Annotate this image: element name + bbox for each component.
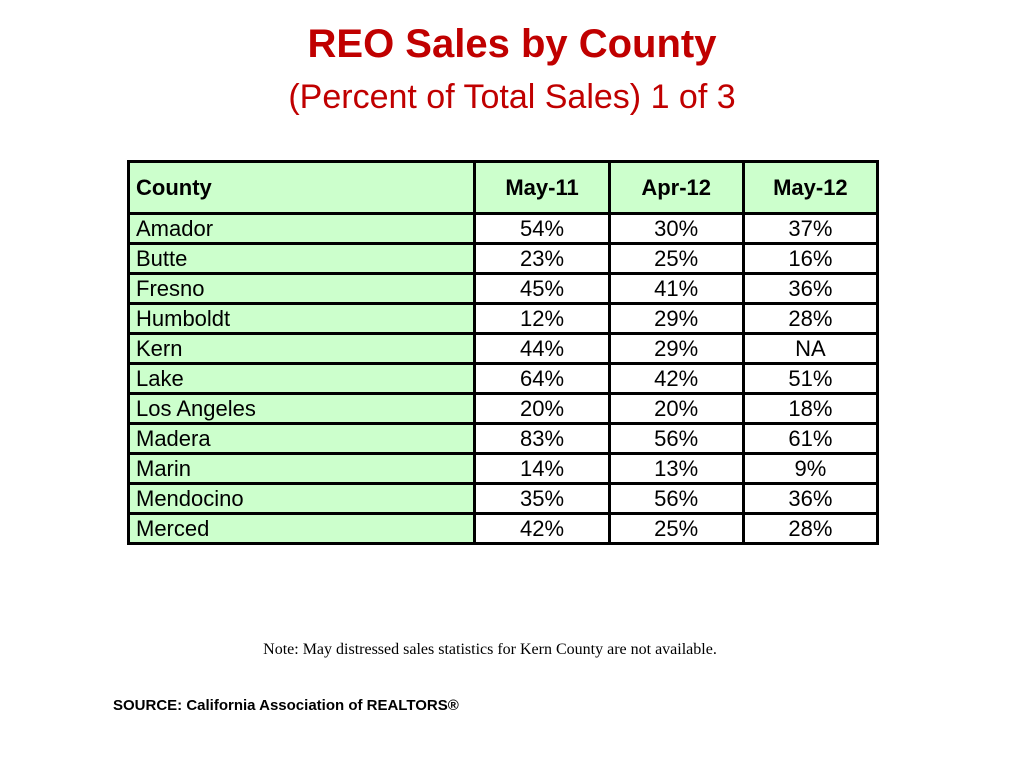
table-row: Marin 14% 13% 9% bbox=[126, 452, 880, 485]
may-12-cell: 51% bbox=[741, 362, 880, 395]
may-11-cell: 12% bbox=[473, 302, 611, 335]
table-row: Lake 64% 42% 51% bbox=[126, 362, 880, 395]
may-11-cell: 23% bbox=[473, 242, 611, 275]
may-11-cell: 20% bbox=[473, 392, 611, 425]
apr-12-cell: 13% bbox=[607, 452, 745, 485]
table-row: Los Angeles 20% 20% 18% bbox=[126, 392, 880, 425]
county-cell: Lake bbox=[126, 362, 477, 395]
reo-sales-table: County May-11 Apr-12 May-12 Amador 54% 3… bbox=[126, 160, 880, 545]
may-12-cell: 36% bbox=[741, 482, 880, 515]
table-row: Merced 42% 25% 28% bbox=[126, 512, 880, 545]
apr-12-cell: 29% bbox=[607, 302, 745, 335]
county-cell: Marin bbox=[126, 452, 477, 485]
may-11-cell: 45% bbox=[473, 272, 611, 305]
header-may-12: May-12 bbox=[741, 160, 880, 215]
county-cell: Fresno bbox=[126, 272, 477, 305]
county-cell: Madera bbox=[126, 422, 477, 455]
table-row: Kern 44% 29% NA bbox=[126, 332, 880, 365]
table-header-row: County May-11 Apr-12 May-12 bbox=[126, 160, 880, 215]
apr-12-cell: 30% bbox=[607, 212, 745, 245]
may-12-cell: 37% bbox=[741, 212, 880, 245]
may-11-cell: 83% bbox=[473, 422, 611, 455]
may-11-cell: 44% bbox=[473, 332, 611, 365]
may-11-cell: 42% bbox=[473, 512, 611, 545]
may-11-cell: 54% bbox=[473, 212, 611, 245]
apr-12-cell: 25% bbox=[607, 242, 745, 275]
apr-12-cell: 56% bbox=[607, 422, 745, 455]
footnote: Note: May distressed sales statistics fo… bbox=[263, 641, 717, 658]
header-apr-12: Apr-12 bbox=[607, 160, 745, 215]
county-cell: Humboldt bbox=[126, 302, 477, 335]
apr-12-cell: 20% bbox=[607, 392, 745, 425]
may-11-cell: 14% bbox=[473, 452, 611, 485]
apr-12-cell: 42% bbox=[607, 362, 745, 395]
may-12-cell: 36% bbox=[741, 272, 880, 305]
header-may-11: May-11 bbox=[473, 160, 611, 215]
may-12-cell: NA bbox=[741, 332, 880, 365]
table-row: Madera 83% 56% 61% bbox=[126, 422, 880, 455]
may-12-cell: 9% bbox=[741, 452, 880, 485]
header-county: County bbox=[126, 160, 477, 215]
may-12-cell: 28% bbox=[741, 512, 880, 545]
apr-12-cell: 56% bbox=[607, 482, 745, 515]
apr-12-cell: 29% bbox=[607, 332, 745, 365]
source-line: SOURCE: California Association of REALTO… bbox=[113, 697, 459, 714]
may-12-cell: 16% bbox=[741, 242, 880, 275]
apr-12-cell: 25% bbox=[607, 512, 745, 545]
table-row: Mendocino 35% 56% 36% bbox=[126, 482, 880, 515]
may-11-cell: 35% bbox=[473, 482, 611, 515]
may-12-cell: 61% bbox=[741, 422, 880, 455]
may-12-cell: 28% bbox=[741, 302, 880, 335]
apr-12-cell: 41% bbox=[607, 272, 745, 305]
table-row: Butte 23% 25% 16% bbox=[126, 242, 880, 275]
may-12-cell: 18% bbox=[741, 392, 880, 425]
county-cell: Butte bbox=[126, 242, 477, 275]
table-row: Humboldt 12% 29% 28% bbox=[126, 302, 880, 335]
county-cell: Kern bbox=[126, 332, 477, 365]
county-cell: Amador bbox=[126, 212, 477, 245]
table-row: Amador 54% 30% 37% bbox=[126, 212, 880, 245]
slide-title: REO Sales by County bbox=[307, 22, 717, 66]
county-cell: Los Angeles bbox=[126, 392, 477, 425]
slide-subtitle: (Percent of Total Sales) 1 of 3 bbox=[288, 78, 736, 116]
table-row: Fresno 45% 41% 36% bbox=[126, 272, 880, 305]
may-11-cell: 64% bbox=[473, 362, 611, 395]
county-cell: Mendocino bbox=[126, 482, 477, 515]
county-cell: Merced bbox=[126, 512, 477, 545]
